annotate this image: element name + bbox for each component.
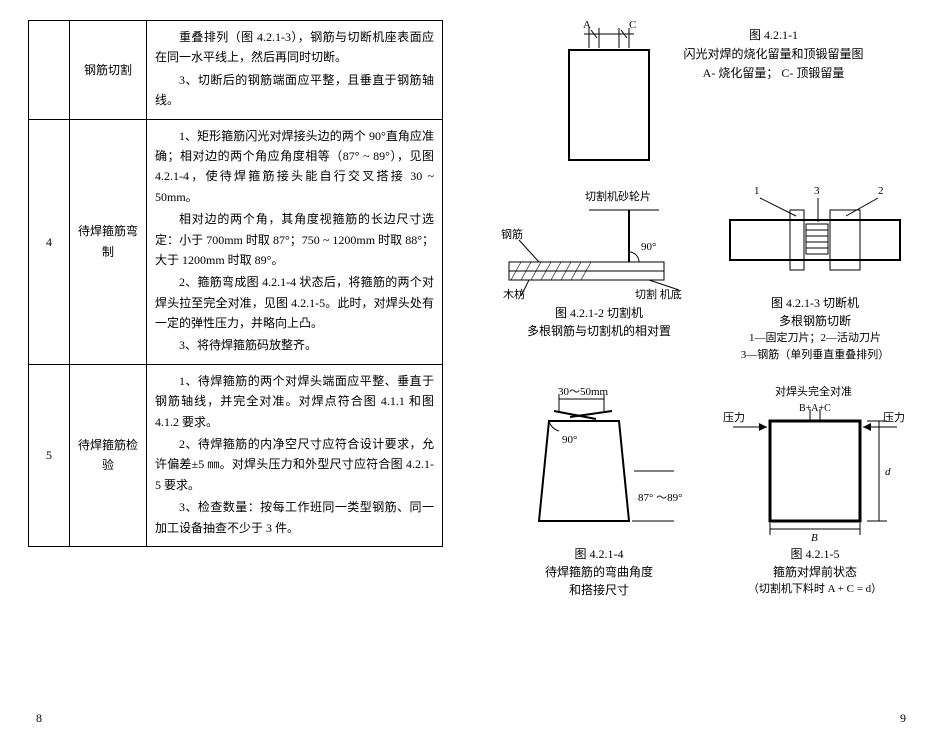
page-left: 钢筋切割重叠排列（图 4.2.1-3），钢筋与切断机座表面应在同一水平线上，然后…: [0, 0, 471, 736]
fig4-svg: 90° 30～50mm 87° ～89°: [504, 381, 694, 541]
row-name: 待焊箍筋检验: [70, 364, 147, 546]
figure-4-2-1-3: 1 3 2 图 4.2.1-3 切断机 多根钢筋切断 1—固定刀片；2—活动刀片…: [715, 180, 915, 363]
fig4-sub1: 待焊箍筋的弯曲角度: [545, 563, 653, 581]
fig2-caption: 图 4.2.1-2 切割机 多根钢筋与切割机的相对置: [527, 304, 671, 340]
fig1-label-A: A: [583, 20, 591, 31]
fig5-lbl-pL: 压力: [723, 411, 745, 424]
row-desc: 1、矩形箍筋闪光对焊接头边的两个 90°直角应准确；相对边的两个角应角度相等（8…: [147, 119, 443, 364]
desc-para: 3、切断后的钢筋端面应平整，且垂直于钢筋轴线。: [155, 70, 434, 111]
fig4-title: 图 4.2.1-4: [545, 545, 653, 563]
table-row: 钢筋切割重叠排列（图 4.2.1-3），钢筋与切断机座表面应在同一水平线上，然后…: [29, 21, 443, 120]
table-row: 5待焊箍筋检验1、待焊箍筋的两个对焊头端面应平整、垂直于钢筋轴线，并完全对准。对…: [29, 364, 443, 546]
fig1-caption: 图 4.2.1-1 闪光对焊的烧化留量和顶锻留量图 A- 烧化留量； C- 顶锻…: [683, 20, 863, 84]
fig5-lbl-B: B: [811, 532, 818, 541]
desc-para: 3、检查数量：按每工作班同一类型钢筋、同一加工设备抽查不少于 3 件。: [155, 497, 434, 538]
fig4-caption: 图 4.2.1-4 待焊箍筋的弯曲角度 和搭接尺寸: [545, 545, 653, 599]
fig2-sub: 多根钢筋与切割机的相对置: [527, 322, 671, 340]
fig5-lbl-bac: B+A+C: [799, 403, 831, 414]
fig1-sub1: 闪光对焊的烧化留量和顶锻留量图: [683, 45, 863, 64]
fig5-lbl-pR: 压力: [883, 411, 905, 424]
fig4-lbl-side: 87° ～89°: [638, 492, 683, 504]
fig1-svg: A C: [549, 20, 669, 170]
fig1-label-C: C: [629, 20, 636, 31]
page-right: A C 图 4.2.1-1 闪光对焊的烧化留量和顶锻留量图 A- 烧化留量； C…: [471, 0, 942, 736]
fig5-title: 图 4.2.1-5: [748, 545, 882, 563]
fig3-title: 图 4.2.1-3 切断机: [741, 294, 890, 312]
desc-para: 重叠排列（图 4.2.1-3），钢筋与切断机座表面应在同一水平线上，然后再同时切…: [155, 27, 434, 68]
desc-para: 3、将待焊箍筋码放整齐。: [155, 335, 434, 355]
row-idx: [29, 21, 70, 120]
desc-para: 相对边的两个角，其角度视箍筋的长边尺寸选定：小于 700mm 时取 87°；75…: [155, 209, 434, 270]
row-desc: 1、待焊箍筋的两个对焊头端面应平整、垂直于钢筋轴线，并完全对准。对焊点符合图 4…: [147, 364, 443, 546]
fig5-lbl-d: d: [885, 466, 891, 478]
row-desc: 重叠排列（图 4.2.1-3），钢筋与切断机座表面应在同一水平线上，然后再同时切…: [147, 21, 443, 120]
fig5-lbl-top: 对焊头完全对准: [775, 384, 852, 398]
page-number-right: 9: [900, 711, 906, 726]
fig3-lbl-1: 1: [754, 185, 760, 197]
fig5-sub2: （切割机下料时 A + C = d）: [748, 581, 882, 598]
figure-4-2-1-1: A C 图 4.2.1-1 闪光对焊的烧化留量和顶锻留量图 A- 烧化留量； C…: [499, 20, 914, 170]
fig2-lbl-90: 90°: [641, 241, 656, 253]
row-name: 待焊箍筋弯制: [70, 119, 147, 364]
page-number-left: 8: [36, 711, 42, 726]
row-name: 钢筋切割: [70, 21, 147, 120]
fig4-lbl-top: 30～50mm: [558, 386, 609, 398]
fig3-lbl-2: 2: [878, 185, 884, 197]
fig3-caption: 图 4.2.1-3 切断机 多根钢筋切断 1—固定刀片；2—活动刀片 3—钢筋（…: [741, 294, 890, 363]
fig2-lbl-wheel: 切割机砂轮片: [585, 189, 651, 203]
fig3-svg: 1 3 2: [720, 180, 910, 290]
fig2-title: 图 4.2.1-2 切割机: [527, 304, 671, 322]
desc-para: 1、矩形箍筋闪光对焊接头边的两个 90°直角应准确；相对边的两个角应角度相等（8…: [155, 126, 434, 208]
fig4-lbl-90: 90°: [562, 434, 577, 446]
fig3-lbl-3: 3: [814, 185, 820, 197]
table-row: 4待焊箍筋弯制1、矩形箍筋闪光对焊接头边的两个 90°直角应准确；相对边的两个角…: [29, 119, 443, 364]
fig2-lbl-wood: 木枋: [503, 287, 525, 300]
fig2-lbl-base: 切割 机底: [635, 287, 682, 300]
spec-table: 钢筋切割重叠排列（图 4.2.1-3），钢筋与切断机座表面应在同一水平线上，然后…: [28, 20, 443, 547]
desc-para: 2、待焊箍筋的内净空尺寸应符合设计要求，允许偏差±5 ㎜。对焊头压力和外型尺寸应…: [155, 434, 434, 495]
row-idx: 4: [29, 119, 70, 364]
fig3-sub3: 3—钢筋（单列垂直重叠排列）: [741, 347, 890, 364]
fig3-sub1: 多根钢筋切断: [741, 312, 890, 330]
row-idx: 5: [29, 364, 70, 546]
fig3-sub2: 1—固定刀片；2—活动刀片: [741, 330, 890, 347]
fig1-sub2: A- 烧化留量； C- 顶锻留量: [683, 64, 863, 83]
fig5-sub1: 箍筋对焊前状态: [748, 563, 882, 581]
desc-para: 1、待焊箍筋的两个对焊头端面应平整、垂直于钢筋轴线，并完全对准。对焊点符合图 4…: [155, 371, 434, 432]
figure-4-2-1-2: 切割机砂轮片 钢筋 90° 木枋 切割 机底 图 4.2.1-2 切割机 多根钢…: [499, 180, 699, 363]
fig4-sub2: 和搭接尺寸: [545, 581, 653, 599]
desc-para: 2、箍筋弯成图 4.2.1-4 状态后，将箍筋的两个对焊头拉至完全对准，见图 4…: [155, 272, 434, 333]
figure-4-2-1-4: 90° 30～50mm 87° ～89° 图 4.2.1-4 待焊箍筋的弯曲角度…: [499, 381, 699, 599]
fig5-caption: 图 4.2.1-5 箍筋对焊前状态 （切割机下料时 A + C = d）: [748, 545, 882, 598]
figure-4-2-1-5: 对焊头完全对准 B+A+C 压力 压力 d B 图 4.2.1-5 箍筋对焊前状…: [715, 381, 915, 599]
fig1-title: 图 4.2.1-1: [683, 26, 863, 45]
fig2-lbl-bar: 钢筋: [501, 227, 523, 241]
fig5-svg: 对焊头完全对准 B+A+C 压力 压力 d B: [715, 381, 915, 541]
fig2-svg: 切割机砂轮片 钢筋 90° 木枋 切割 机底: [499, 180, 699, 300]
